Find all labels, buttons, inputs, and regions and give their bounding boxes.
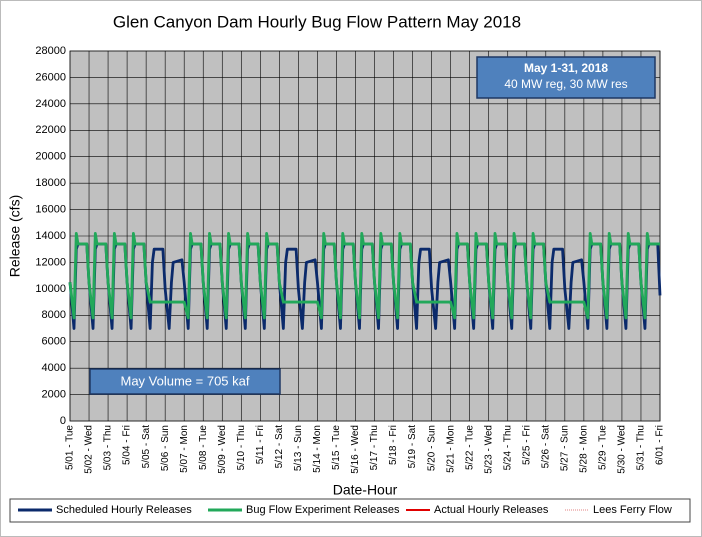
x-axis-label: Date-Hour: [333, 482, 398, 498]
y-tick-label: 12000: [35, 256, 66, 268]
x-tick-label: 5/30 - Wed: [617, 425, 628, 474]
y-tick-label: 18000: [35, 177, 66, 189]
y-tick-label: 14000: [35, 230, 66, 242]
x-tick-label: 5/14 - Mon: [312, 425, 323, 473]
legend-label: Bug Flow Experiment Releases: [246, 504, 400, 516]
x-tick-label: 5/12 - Sat: [274, 425, 285, 469]
x-tick-label: 5/09 - Wed: [217, 425, 228, 474]
x-tick-label: 5/04 - Fri: [122, 425, 133, 465]
legend-label: Actual Hourly Releases: [434, 504, 549, 516]
x-tick-label: 5/07 - Mon: [179, 425, 190, 473]
x-tick-label: 5/29 - Tue: [598, 425, 609, 470]
x-tick-label: 5/25 - Fri: [521, 425, 532, 465]
x-tick-label: 5/17 - Thu: [369, 425, 380, 470]
x-tick-label: 5/26 - Sat: [540, 425, 551, 469]
x-tick-label: 6/01 - Fri: [655, 425, 666, 465]
y-tick-label: 24000: [35, 98, 66, 110]
y-tick-label: 2000: [42, 388, 66, 400]
x-tick-label: 5/20 - Sun: [426, 425, 437, 471]
legend-label: Lees Ferry Flow: [593, 504, 672, 516]
legend-label: Scheduled Hourly Releases: [56, 504, 192, 516]
y-tick-label: 8000: [42, 309, 66, 321]
annotation: 40 MW reg, 30 MW res: [504, 77, 627, 91]
legend: [9, 498, 691, 523]
x-tick-label: 5/18 - Fri: [388, 425, 399, 465]
x-tick-label: 5/05 - Sat: [141, 425, 152, 469]
series-line: [68, 231, 660, 320]
x-tick-label: 5/02 - Wed: [84, 425, 95, 474]
x-tick-label: 5/10 - Thu: [236, 425, 247, 470]
annotation-box: [89, 368, 281, 395]
x-tick-label: 5/01 - Tue: [65, 425, 76, 470]
annotation: May Volume = 705 kaf: [121, 373, 250, 388]
y-tick-label: 28000: [35, 45, 66, 57]
annotation-box: [476, 56, 656, 99]
x-tick-label: 5/13 - Sun: [293, 425, 304, 471]
x-tick-label: 5/19 - Sat: [407, 425, 418, 469]
x-tick-label: 5/28 - Mon: [579, 425, 590, 473]
x-tick-label: 5/22 - Tue: [464, 425, 475, 470]
y-tick-label: 10000: [35, 283, 66, 295]
y-tick-label: 0: [60, 415, 66, 427]
y-tick-label: 22000: [35, 124, 66, 136]
x-tick-label: 5/24 - Thu: [502, 425, 513, 470]
x-tick-label: 5/06 - Sun: [160, 425, 171, 471]
annotation: May 1-31, 2018: [524, 61, 608, 75]
x-tick-label: 5/15 - Tue: [331, 425, 342, 470]
x-tick-label: 5/11 - Fri: [255, 425, 266, 464]
x-tick-label: 5/08 - Tue: [198, 425, 209, 470]
x-tick-label: 5/31 - Thu: [636, 425, 647, 470]
x-tick-label: 5/23 - Wed: [483, 425, 494, 474]
y-tick-label: 6000: [42, 336, 66, 348]
x-tick-label: 5/21 - Mon: [445, 425, 456, 473]
y-tick-label: 16000: [35, 203, 66, 215]
x-tick-label: 5/03 - Thu: [103, 425, 114, 470]
y-tick-label: 20000: [35, 151, 66, 163]
x-tick-label: 5/27 - Sun: [559, 425, 570, 471]
y-tick-label: 26000: [35, 71, 66, 83]
y-axis-label: Release (cfs): [7, 195, 23, 277]
x-tick-label: 5/16 - Wed: [350, 425, 361, 474]
y-tick-label: 4000: [42, 362, 66, 374]
chart-title: Glen Canyon Dam Hourly Bug Flow Pattern …: [113, 12, 521, 31]
